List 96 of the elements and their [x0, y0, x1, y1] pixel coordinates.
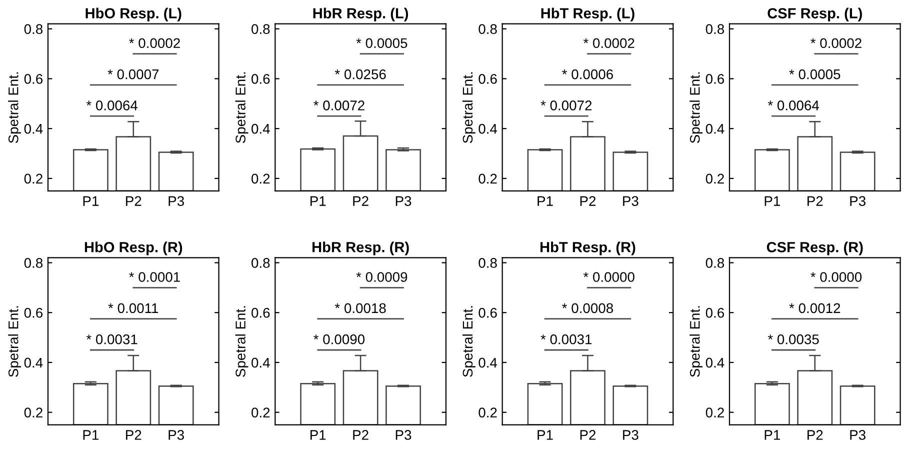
x-tick-label: P1: [310, 430, 326, 440]
annotation: * 0.0007: [108, 69, 159, 80]
y-tick-label: 0.8: [706, 24, 724, 34]
annotation: * 0.0031: [540, 334, 592, 344]
x-tick-label: P3: [396, 196, 412, 206]
y-tick-label: 0.6: [252, 308, 270, 318]
x-tick-label: P3: [623, 196, 638, 206]
chart-title: HbR Resp. (L): [313, 8, 408, 22]
y-tick-label: 0.4: [24, 124, 43, 134]
x-tick-label: P1: [83, 196, 98, 206]
y-axis-title: Spetral Ent.: [462, 72, 476, 144]
x-tick-label: P3: [850, 196, 866, 206]
x-tick-label: P2: [808, 430, 823, 440]
y-axis-title: Spetral Ent.: [690, 72, 703, 144]
annotation: * 0.0035: [768, 334, 819, 344]
y-tick-label: 0.2: [24, 174, 42, 184]
y-tick-label: 0.2: [706, 408, 724, 418]
annotation: * 0.0000: [583, 272, 634, 282]
y-axis-title: Spetral Ent.: [235, 72, 248, 144]
y-axis-title: Spetral Ent.: [8, 306, 22, 377]
x-tick-label: P3: [623, 430, 638, 440]
y-tick-label: 0.6: [252, 74, 270, 84]
annotation: * 0.0090: [314, 334, 365, 344]
y-tick-label: 0.6: [706, 74, 724, 84]
y-tick-label: 0.2: [478, 174, 497, 184]
y-tick-label: 0.4: [478, 358, 498, 368]
annotation: * 0.0006: [562, 69, 613, 80]
x-tick-label: P1: [538, 430, 553, 440]
y-tick-label: 0.6: [24, 74, 43, 84]
y-tick-label: 0.8: [706, 258, 724, 268]
y-tick-label: 0.4: [24, 358, 43, 368]
y-tick-label: 0.6: [706, 308, 724, 318]
x-tick-label: P3: [168, 196, 184, 206]
y-tick-label: 0.8: [24, 24, 43, 34]
y-tick-label: 0.8: [478, 258, 497, 268]
y-tick-label: 0.8: [24, 258, 43, 268]
y-tick-label: 0.6: [478, 74, 497, 84]
x-tick-label: P2: [580, 430, 596, 440]
y-tick-label: 0.2: [706, 174, 724, 184]
y-tick-label: 0.2: [252, 174, 270, 184]
annotation: * 0.0072: [314, 100, 364, 110]
x-tick-label: P2: [580, 196, 596, 206]
y-tick-label: 0.4: [706, 124, 724, 134]
y-tick-label: 0.8: [252, 24, 270, 34]
annotation: * 0.0008: [562, 303, 613, 314]
annotation: * 0.0002: [583, 38, 634, 48]
annotation: * 0.0256: [334, 69, 386, 80]
y-tick-label: 0.4: [252, 124, 270, 134]
chart-title: HbO Resp. (L): [86, 8, 182, 22]
annotation: * 0.0018: [334, 303, 386, 314]
y-axis-title: Spetral Ent.: [690, 306, 703, 377]
y-tick-label: 0.8: [478, 24, 497, 34]
x-tick-label: P3: [168, 430, 184, 440]
chart-title: HbT Resp. (L): [541, 8, 634, 22]
annotation: * 0.0005: [356, 38, 408, 48]
annotation: * 0.0072: [540, 100, 592, 110]
chart-title: CSF Resp. (L): [768, 8, 862, 22]
x-tick-label: P1: [310, 196, 326, 206]
x-tick-label: P2: [126, 196, 142, 206]
annotation: * 0.0031: [86, 334, 138, 344]
annotation: * 0.0000: [810, 272, 862, 282]
x-tick-label: P1: [538, 196, 553, 206]
annotation: * 0.0064: [86, 100, 138, 110]
y-axis-title: Spetral Ent.: [235, 306, 248, 377]
x-tick-label: P2: [353, 196, 368, 206]
y-tick-label: 0.8: [252, 258, 270, 268]
x-tick-label: P2: [808, 196, 823, 206]
annotation: * 0.0012: [789, 303, 840, 314]
chart-title: HbT Resp. (R): [540, 242, 636, 256]
annotation: * 0.0005: [789, 69, 840, 80]
annotation: * 0.0009: [356, 272, 408, 282]
annotation: * 0.0064: [768, 100, 820, 110]
x-tick-label: P3: [850, 430, 866, 440]
annotation: * 0.0002: [129, 38, 180, 48]
y-tick-label: 0.6: [24, 308, 43, 318]
x-tick-label: P2: [353, 430, 368, 440]
y-tick-label: 0.4: [478, 124, 498, 134]
chart-title: CSF Resp. (R): [766, 242, 863, 256]
x-tick-label: P1: [764, 430, 780, 440]
chart-title: HbR Resp. (R): [312, 242, 409, 256]
y-tick-label: 0.2: [478, 408, 497, 418]
annotation: * 0.0002: [810, 38, 862, 48]
annotation: * 0.0001: [129, 272, 180, 282]
y-tick-label: 0.6: [478, 308, 497, 318]
chart-title: HbO Resp. (R): [84, 242, 182, 256]
x-tick-label: P3: [396, 430, 412, 440]
annotation: * 0.0011: [108, 303, 158, 314]
x-tick-label: P2: [126, 430, 142, 440]
y-axis-title: Spetral Ent.: [8, 72, 22, 144]
y-tick-label: 0.4: [252, 358, 270, 368]
x-tick-label: P1: [83, 430, 98, 440]
y-tick-label: 0.4: [706, 358, 724, 368]
y-tick-label: 0.2: [24, 408, 42, 418]
x-tick-label: P1: [764, 196, 780, 206]
y-tick-label: 0.2: [252, 408, 270, 418]
y-axis-title: Spetral Ent.: [462, 306, 476, 377]
